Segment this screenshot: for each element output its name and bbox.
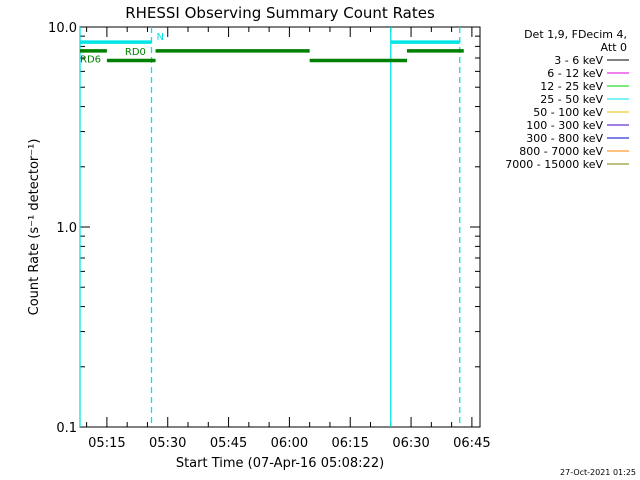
flag-label-rd0: RD0 bbox=[125, 47, 146, 58]
plot-frame bbox=[79, 26, 481, 428]
x-axis-ticks: 05:15 05:30 05:45 06:00 06:15 06:30 06:45 bbox=[86, 27, 491, 451]
x-tick-label: 06:00 bbox=[271, 436, 308, 451]
y-tick-label: 1.0 bbox=[56, 221, 77, 236]
chart-title: RHESSI Observing Summary Count Rates bbox=[125, 4, 435, 22]
y-tick-label: 10.0 bbox=[48, 21, 77, 36]
x-tick-label: 06:45 bbox=[453, 436, 490, 451]
x-tick-label: 05:15 bbox=[88, 436, 125, 451]
legend-header-line-1: Det 1,9, FDecim 4, bbox=[524, 28, 627, 41]
legend-label: 50 - 100 keV bbox=[533, 106, 603, 119]
flag-bars: N RD0 RD6 bbox=[80, 32, 464, 65]
x-tick-label: 05:30 bbox=[149, 436, 186, 451]
legend-label: 300 - 800 keV bbox=[526, 132, 603, 145]
legend-label: 12 - 25 keV bbox=[540, 80, 603, 93]
time-markers bbox=[79, 27, 461, 427]
legend-label: 25 - 50 keV bbox=[540, 93, 603, 106]
flag-label-n: N bbox=[157, 32, 164, 43]
x-tick-label: 06:30 bbox=[392, 436, 429, 451]
x-axis-label: Start Time (07-Apr-16 05:08:22) bbox=[176, 456, 384, 471]
y-axis-ticks: 10.0 1.0 0.1 bbox=[48, 21, 480, 436]
legend-label: 6 - 12 keV bbox=[547, 67, 603, 80]
footer-date: 27-Oct-2021 01:25 bbox=[560, 468, 636, 477]
legend-label: 3 - 6 keV bbox=[554, 54, 603, 67]
legend-label: 100 - 300 keV bbox=[526, 119, 603, 132]
y-axis-label: Count Rate (s⁻¹ detector⁻¹) bbox=[27, 139, 42, 316]
legend-label: 7000 - 15000 keV bbox=[505, 158, 603, 171]
legend-header-line-2: Att 0 bbox=[601, 41, 627, 54]
x-tick-label: 06:15 bbox=[331, 436, 368, 451]
y-tick-label: 0.1 bbox=[56, 421, 77, 436]
flag-label-rd6: RD6 bbox=[80, 54, 101, 65]
legend-label: 800 - 7000 keV bbox=[519, 145, 603, 158]
x-tick-label: 05:45 bbox=[210, 436, 247, 451]
